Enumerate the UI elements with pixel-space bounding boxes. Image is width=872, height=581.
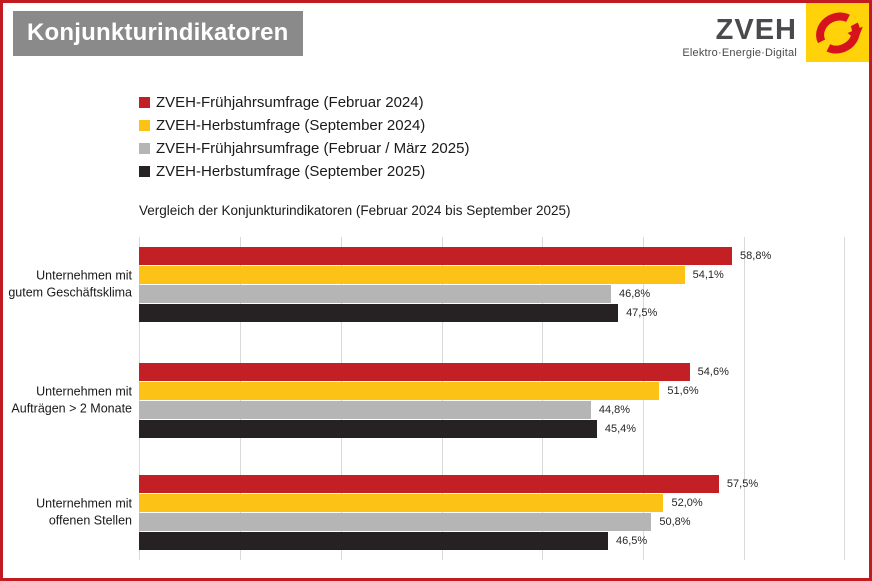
category-label-line: Unternehmen mit bbox=[36, 268, 132, 283]
legend-item-3: ZVEH-Herbstumfrage (September 2025) bbox=[139, 160, 469, 183]
bar-value-label: 51,6% bbox=[667, 385, 699, 397]
zveh-logo-text: ZVEH Elektro·Energie·Digital bbox=[682, 14, 797, 60]
bar-value-label: 46,5% bbox=[615, 535, 648, 547]
category-label-line: offenen Stellen bbox=[48, 513, 132, 527]
legend-swatch-icon bbox=[139, 97, 150, 108]
bar bbox=[139, 494, 664, 512]
bar-value-label: 54,6% bbox=[697, 366, 729, 378]
category-label-line: Unternehmen mit bbox=[36, 384, 132, 399]
bar-value-label: 46,8% bbox=[619, 288, 651, 300]
gridline bbox=[744, 237, 746, 560]
bar bbox=[139, 247, 733, 265]
bar bbox=[139, 475, 719, 493]
bar bbox=[139, 420, 597, 438]
bar-value-label: 47,5% bbox=[626, 307, 658, 319]
category-label-line: Unternehmen mit bbox=[36, 496, 132, 511]
bar-value-label: 57,5% bbox=[726, 478, 759, 490]
bar-row: 51,6% bbox=[139, 382, 845, 400]
bar-row: 54,6% bbox=[139, 363, 845, 381]
bar-row: 52,0% bbox=[139, 494, 845, 512]
category-label-line: Aufträgen > 2 Monate bbox=[11, 401, 132, 415]
bar bbox=[139, 304, 619, 322]
bar-value-label: 45,4% bbox=[604, 423, 637, 435]
legend-label: ZVEH-Herbstumfrage (September 2024) bbox=[156, 117, 426, 134]
bar-chart-plot-area: 58,8% 54,1% 46,8% 47,5% Unternehmen mit gutem… bbox=[8, 237, 845, 560]
zveh-logo: ZVEH Elektro·Energie·Digital bbox=[682, 3, 869, 62]
category-label-line: gutem Geschäftsklima bbox=[8, 285, 132, 299]
bar-group-1: 54,6% 51,6% 44,8% 45,4% bbox=[139, 363, 845, 439]
bar-row: 45,4% bbox=[139, 420, 845, 438]
zveh-tagline: Elektro·Energie·Digital bbox=[682, 47, 797, 59]
legend-label: ZVEH-Frühjahrsumfrage (Februar 2024) bbox=[156, 94, 424, 111]
category-label: Unternehmen mit offenen Stellen bbox=[3, 496, 132, 529]
bar bbox=[139, 382, 660, 400]
bar-value-label: 58,8% bbox=[740, 250, 772, 262]
chart-legend: ZVEH-Frühjahrsumfrage (Februar 2024) ZVEH… bbox=[139, 91, 469, 183]
legend-item-1: ZVEH-Herbstumfrage (September 2024) bbox=[139, 114, 469, 137]
legend-swatch-icon bbox=[139, 120, 150, 131]
bar bbox=[139, 513, 652, 531]
legend-swatch-icon bbox=[139, 143, 150, 154]
bar-group-2: 57,5% 52,0% 50,8% 46,5% bbox=[139, 475, 845, 551]
bar-row: 46,8% bbox=[139, 285, 845, 303]
bar bbox=[139, 401, 591, 419]
bar-row: 46,5% bbox=[139, 532, 845, 550]
gridline bbox=[844, 237, 845, 560]
bar bbox=[139, 285, 611, 303]
page-title-text: Konjunkturindikatoren bbox=[27, 19, 289, 46]
category-label: Unternehmen mit gutem Geschäftsklima bbox=[3, 268, 132, 301]
legend-label: ZVEH-Herbstumfrage (September 2025) bbox=[156, 163, 426, 180]
bar-value-label: 50,8% bbox=[659, 516, 691, 528]
legend-swatch-icon bbox=[139, 166, 150, 177]
page-title: Konjunkturindikatoren bbox=[13, 11, 303, 56]
bar-row: 54,1% bbox=[139, 266, 845, 284]
bar bbox=[139, 363, 690, 381]
bar-row: 58,8% bbox=[139, 247, 845, 265]
bar-value-label: 44,8% bbox=[598, 404, 631, 416]
bar-row: 47,5% bbox=[139, 304, 845, 322]
bar-row: 57,5% bbox=[139, 475, 845, 493]
bar-value-label: 54,1% bbox=[692, 269, 724, 281]
zveh-wordmark: ZVEH bbox=[715, 14, 797, 46]
bar-group-0: 58,8% 54,1% 46,8% 47,5% bbox=[139, 247, 845, 323]
bar-value-label: 52,0% bbox=[671, 497, 703, 509]
chart-subtitle: Vergleich der Konjunkturindikatoren (Feb… bbox=[139, 203, 571, 218]
bar bbox=[139, 532, 608, 550]
legend-label: ZVEH-Frühjahrsumfrage (Februar / März 20… bbox=[156, 140, 470, 157]
legend-item-0: ZVEH-Frühjahrsumfrage (Februar 2024) bbox=[139, 91, 469, 114]
bar-row: 50,8% bbox=[139, 513, 845, 531]
zveh-swoosh-icon bbox=[806, 3, 869, 62]
legend-item-2: ZVEH-Frühjahrsumfrage (Februar / März 20… bbox=[139, 137, 469, 160]
category-label: Unternehmen mit Aufträgen > 2 Monate bbox=[3, 384, 132, 417]
bar bbox=[139, 266, 685, 284]
bar-row: 44,8% bbox=[139, 401, 845, 419]
